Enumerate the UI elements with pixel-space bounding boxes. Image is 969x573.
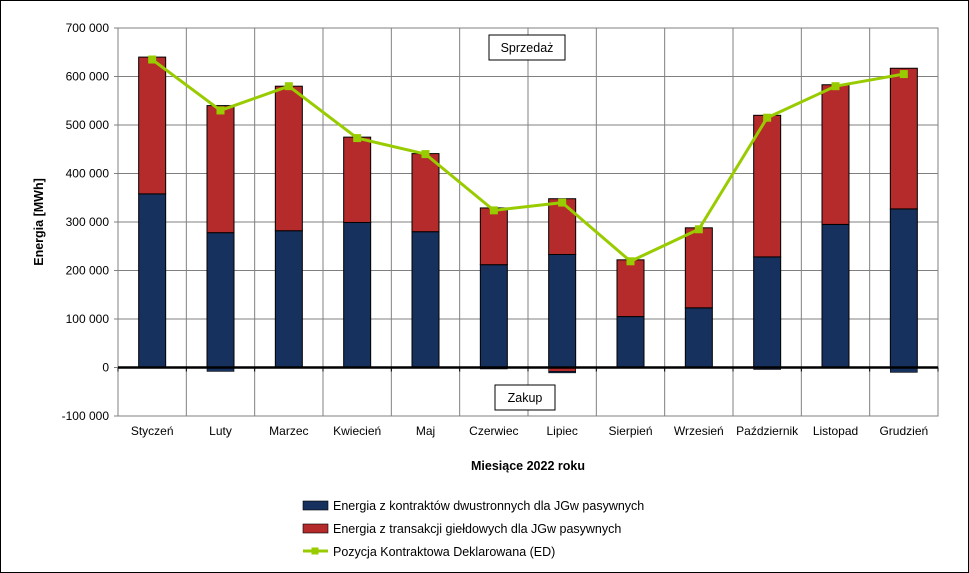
bar-contracts <box>889 208 918 368</box>
y-tick-label: -100 000 <box>62 409 110 423</box>
bar-contracts <box>479 264 508 368</box>
bar-contracts <box>616 316 645 369</box>
x-tick-label: Listopad <box>813 424 858 438</box>
bar-contracts <box>343 221 372 368</box>
y-tick-label: 400 000 <box>66 167 110 181</box>
bar-contracts <box>206 232 235 368</box>
x-tick-label: Kwiecień <box>333 424 381 438</box>
legend-label-ed: Pozycja Kontraktowa Deklarowana (ED) <box>333 545 555 559</box>
bar-contracts <box>411 231 440 368</box>
ed-point <box>694 225 703 234</box>
legend-item-exchange: Energia z transakcji giełdowych dla JGw … <box>302 522 621 536</box>
x-tick-label: Październik <box>736 424 799 438</box>
y-tick-label: 200 000 <box>66 264 110 278</box>
ed-point <box>421 150 430 159</box>
zero-axis <box>117 366 939 372</box>
bar-exchange <box>821 84 850 225</box>
bar-exchange <box>548 198 577 255</box>
annotation-zakup: Zakup <box>494 384 556 411</box>
x-tick-label: Maj <box>416 424 435 438</box>
grid-lines <box>118 27 938 417</box>
bar-contracts <box>821 223 850 368</box>
legend-swatch-exchange <box>302 523 329 534</box>
y-tick-label: 500 000 <box>66 118 110 132</box>
ed-point <box>216 106 225 115</box>
ed-line <box>148 55 908 266</box>
bar-contracts <box>274 230 303 368</box>
x-tick-label: Czerwiec <box>469 424 518 438</box>
ed-point <box>353 134 362 143</box>
ed-point <box>489 206 498 215</box>
legend-label-contracts: Energia z kontraktów dwustronnych dla JG… <box>333 499 644 513</box>
y-tick-label: 700 000 <box>66 21 110 35</box>
bar-contracts <box>138 193 167 368</box>
legend-label-exchange: Energia z transakcji giełdowych dla JGw … <box>333 522 621 536</box>
annotation-sprzedaz: Sprzedaż <box>488 34 566 61</box>
bar-exchange <box>274 85 303 232</box>
x-tick-label: Wrzesień <box>674 424 724 438</box>
bar-exchange <box>206 105 235 234</box>
bar-exchange <box>616 259 645 318</box>
bar-contracts-negative <box>548 371 576 374</box>
ed-point <box>763 113 772 122</box>
annotation-zakup-label: Zakup <box>508 391 543 405</box>
ed-series-line <box>151 58 905 263</box>
ed-point <box>558 198 567 207</box>
bar-exchange <box>343 136 372 223</box>
x-tick-label: Marzec <box>269 424 308 438</box>
legend-item-ed: Pozycja Kontraktowa Deklarowana (ED) <box>303 545 555 559</box>
bar-exchange <box>479 207 508 266</box>
ed-point <box>626 257 635 266</box>
bar-contracts <box>548 253 577 368</box>
ed-point <box>899 70 908 79</box>
x-axis-title: Miesiące 2022 roku <box>471 459 585 473</box>
ed-point <box>148 55 157 64</box>
bars <box>138 56 918 374</box>
legend-swatch-contracts <box>302 500 329 511</box>
y-tick-label: 600 000 <box>66 70 110 84</box>
y-tick-label: 300 000 <box>66 215 110 229</box>
y-axis-title: Energia [MWh] <box>32 178 46 266</box>
y-tick-label: 0 <box>102 361 109 375</box>
ed-point <box>284 82 293 91</box>
bar-exchange <box>684 227 713 309</box>
ed-point <box>831 82 840 91</box>
bar-contracts <box>684 307 713 368</box>
bar-exchange <box>138 56 167 195</box>
x-tick-label: Sierpień <box>608 424 652 438</box>
y-tick-label: 100 000 <box>66 312 110 326</box>
bar-exchange <box>753 114 782 258</box>
bar-contracts <box>753 256 782 369</box>
x-tick-label: Grudzień <box>879 424 928 438</box>
bar-exchange <box>411 153 440 233</box>
legend-item-contracts: Energia z kontraktów dwustronnych dla JG… <box>302 499 644 513</box>
x-tick-labels: Styczeń Luty Marzec Kwiecień Maj Czerwiec Lipi… <box>131 424 928 438</box>
legend: Energia z kontraktów dwustronnych dla JG… <box>302 499 644 559</box>
x-tick-label: Lipiec <box>546 424 577 438</box>
x-tick-label: Luty <box>209 424 232 438</box>
annotation-sprzedaz-label: Sprzedaż <box>501 41 554 55</box>
x-tick-label: Styczeń <box>131 424 174 438</box>
legend-swatch-ed-marker <box>311 547 319 555</box>
bar-exchange <box>889 67 918 210</box>
y-tick-labels: 700 000 600 000 500 000 400 000 300 000 200 0… <box>62 21 118 423</box>
